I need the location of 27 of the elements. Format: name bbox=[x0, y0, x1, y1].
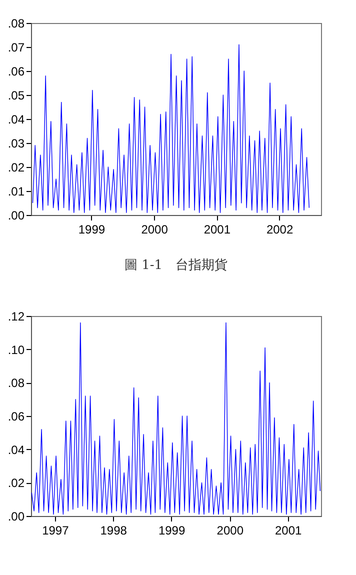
y-tick-label: .12 bbox=[8, 310, 25, 324]
y-tick-label: .10 bbox=[8, 342, 25, 357]
y-tick-label: .06 bbox=[8, 64, 25, 78]
x-tick-label: 1998 bbox=[100, 524, 128, 538]
x-tick-label: 2002 bbox=[266, 222, 294, 236]
x-tick-label: 2000 bbox=[216, 524, 244, 538]
x-tick-label: 2001 bbox=[274, 524, 302, 538]
y-tick-label: .01 bbox=[8, 184, 25, 198]
y-tick-label: .03 bbox=[8, 136, 25, 150]
y-tick-label: .02 bbox=[8, 476, 25, 490]
y-tick-label: .06 bbox=[8, 410, 25, 424]
text: 圖 1-1 台指期貨 bbox=[124, 258, 228, 273]
y-tick-label: .07 bbox=[8, 40, 25, 54]
x-tick-label: 2000 bbox=[141, 222, 168, 236]
x-tick-label: 1999 bbox=[78, 222, 106, 236]
y-tick-label: .08 bbox=[8, 16, 25, 30]
x-tick-label: 2001 bbox=[204, 222, 231, 236]
y-tick-label: .04 bbox=[8, 112, 25, 126]
x-tick-label: 1997 bbox=[42, 524, 70, 538]
x-tick-label: 1999 bbox=[158, 524, 186, 538]
y-tick-label: .00 bbox=[8, 208, 25, 222]
y-tick-label: .04 bbox=[8, 442, 25, 457]
y-tick-label: .08 bbox=[8, 376, 25, 390]
y-tick-label: .00 bbox=[8, 510, 25, 524]
line-series bbox=[32, 44, 310, 213]
y-tick-label: .05 bbox=[8, 88, 25, 102]
y-tick-label: .02 bbox=[8, 160, 25, 174]
